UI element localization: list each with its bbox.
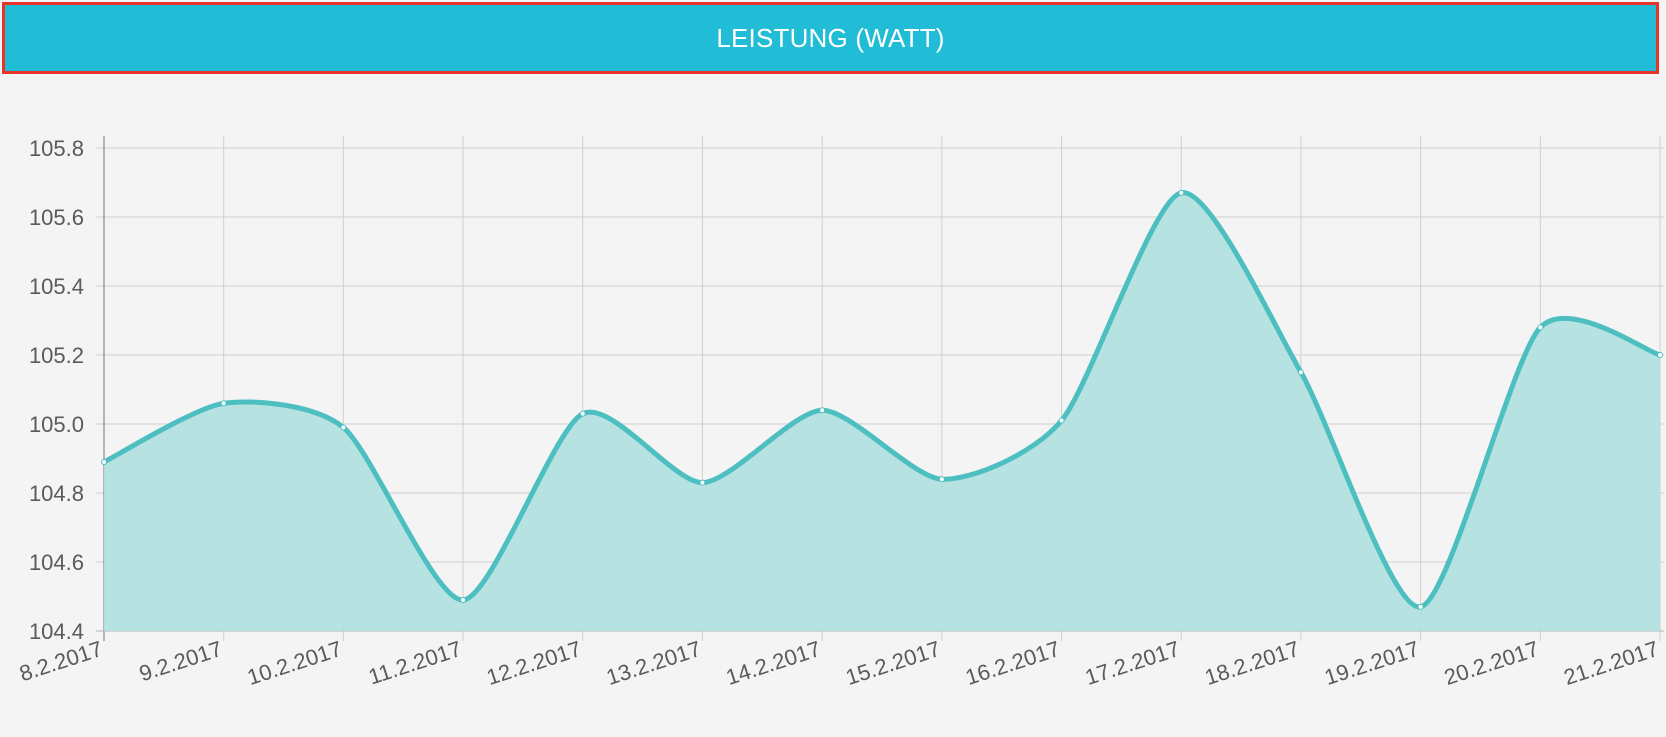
y-tick-label: 104.6 (29, 550, 84, 575)
data-point[interactable] (699, 479, 706, 486)
y-tick-label: 105.8 (29, 136, 84, 161)
data-point[interactable] (1657, 352, 1663, 358)
x-tick-label: 16.2.2017 (962, 636, 1063, 690)
x-tick-label: 17.2.2017 (1082, 636, 1183, 690)
x-tick-labels: 8.2.2017 9.2.2017 10.2.2017 11.2.2017 12.2.2… (16, 636, 1661, 690)
x-tick-label: 18.2.2017 (1202, 636, 1303, 690)
data-point[interactable] (1417, 603, 1424, 610)
y-tick-label: 105.4 (29, 274, 84, 299)
x-tick-label: 15.2.2017 (843, 636, 944, 690)
y-tick-label: 104.8 (29, 481, 84, 506)
x-tick-label: 20.2.2017 (1441, 636, 1542, 690)
y-tick-label: 105.0 (29, 412, 84, 437)
x-tick-label: 13.2.2017 (603, 636, 704, 690)
data-point[interactable] (1297, 369, 1304, 376)
data-point[interactable] (938, 476, 945, 483)
chart-title-banner: LEISTUNG (WATT) (2, 2, 1659, 74)
y-tick-label: 105.6 (29, 205, 84, 230)
x-tick-label: 10.2.2017 (244, 636, 345, 690)
data-point[interactable] (220, 400, 227, 407)
x-tick-label: 12.2.2017 (484, 636, 585, 690)
x-tick-label: 21.2.2017 (1561, 636, 1662, 690)
data-point[interactable] (340, 424, 347, 431)
x-tick-label: 11.2.2017 (365, 636, 464, 690)
y-tick-labels: 105.8 105.6 105.4 105.2 105.0 104.8 104.6 104.4 (29, 136, 84, 644)
series-area-fill (104, 192, 1660, 631)
data-point[interactable] (101, 458, 107, 465)
y-tick-label: 105.2 (29, 343, 84, 368)
x-tick-label: 14.2.2017 (723, 636, 824, 690)
data-point-layer (101, 189, 1663, 610)
area-fill-layer (104, 192, 1660, 631)
data-point[interactable] (1537, 324, 1544, 331)
x-tick-label: 9.2.2017 (136, 636, 225, 686)
data-point[interactable] (1178, 189, 1185, 196)
x-tick-label: 19.2.2017 (1321, 636, 1422, 690)
data-point[interactable] (460, 596, 467, 603)
data-point[interactable] (1058, 417, 1065, 424)
data-point[interactable] (579, 410, 586, 417)
chart-title: LEISTUNG (WATT) (716, 22, 945, 53)
y-tick-label: 104.4 (29, 619, 84, 644)
data-point[interactable] (819, 407, 826, 414)
